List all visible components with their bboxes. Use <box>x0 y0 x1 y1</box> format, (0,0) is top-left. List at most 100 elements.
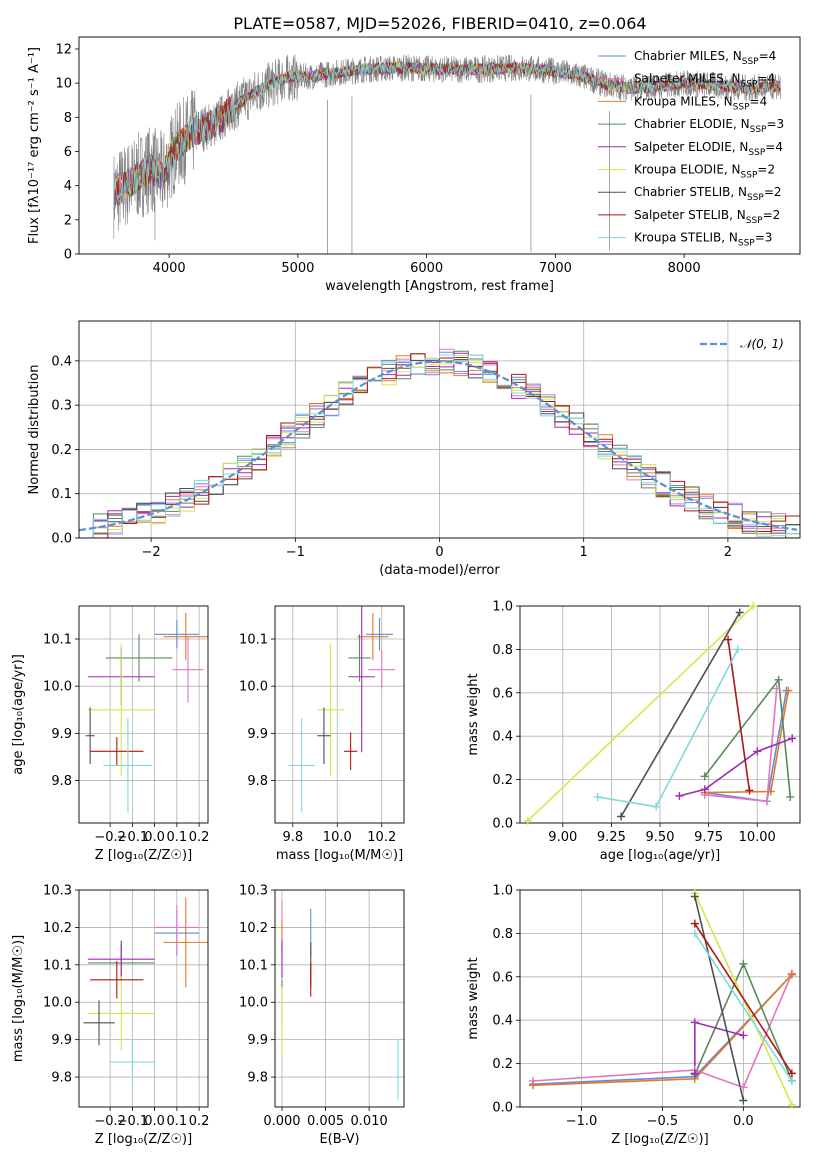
weight-marker <box>787 970 796 979</box>
residual-histogram <box>79 352 800 538</box>
weight-marker <box>675 791 684 800</box>
weight_vs_Z-frame <box>519 889 801 1108</box>
residuals-frame <box>78 320 801 539</box>
weight-line <box>694 1021 744 1074</box>
weight-marker <box>774 675 783 684</box>
weight-marker <box>593 792 602 801</box>
age_vs_mass-frame <box>274 605 405 824</box>
y-tick-label: 0.3 <box>51 399 72 414</box>
x-tick-label: 1 <box>580 545 588 560</box>
gaussian-curve <box>79 360 798 532</box>
x-tick-label: −0.5 <box>647 1114 679 1129</box>
y-tick-label: 10.3 <box>239 884 268 899</box>
legend-label: Salpeter STELIB, NSSP=2 <box>634 208 780 226</box>
weight_vs_age-frame <box>519 605 801 824</box>
y-tick-label: 10 <box>55 77 72 92</box>
weight-marker <box>786 792 795 801</box>
spectrum-frame <box>78 36 801 255</box>
y-tick-label: 10.3 <box>43 884 72 899</box>
x-axis-label: Z [log₁₀(Z/Z☉)] <box>95 1132 192 1147</box>
residuals-plot-area <box>79 321 800 538</box>
legend-label: Kroupa ELODIE, NSSP=2 <box>634 163 775 181</box>
legend-label: Salpeter MILES, NSSP=4 <box>634 72 775 90</box>
weight-marker <box>735 608 744 617</box>
legend-subscript: SSP <box>742 57 759 67</box>
legend-count: =4 <box>757 72 775 86</box>
y-tick-label: 9.8 <box>247 774 268 789</box>
weight-line <box>694 923 793 1074</box>
y-tick-label: 9.9 <box>51 727 72 742</box>
weight-line <box>704 688 778 803</box>
mass_vs_ebv-plot-area <box>275 890 404 1107</box>
legend-label: Chabrier ELODIE, NSSP=3 <box>634 117 784 135</box>
legend-subscript: SSP <box>748 148 765 158</box>
legend-label: Salpeter ELODIE, NSSP=4 <box>634 140 783 158</box>
model-spectrum <box>113 62 781 210</box>
y-axis-label: age [log₁₀(age/yr)] <box>11 654 26 775</box>
figure-title: PLATE=0587, MJD=52026, FIBERID=0410, z=0… <box>233 14 646 33</box>
weight-line <box>597 649 739 808</box>
y-tick-label: 9.9 <box>247 727 268 742</box>
y-axis-label: mass [log₁₀(M/M☉)] <box>11 935 26 1062</box>
legend-subscript: SSP <box>750 125 767 135</box>
weight-marker <box>690 1018 699 1027</box>
x-tick-label: −1 <box>286 545 305 560</box>
y-tick-label: 0.0 <box>492 817 513 832</box>
weight-line <box>727 639 751 791</box>
y-tick-label: 12 <box>55 42 72 57</box>
x-tick-label: 6000 <box>410 261 443 276</box>
legend-count: =2 <box>757 163 775 177</box>
y-tick-label: 0.0 <box>51 532 72 547</box>
y-tick-label: 0.8 <box>492 643 513 658</box>
x-axis-label: E(B-V) <box>319 1132 359 1147</box>
y-tick-label: 0.8 <box>492 927 513 942</box>
y-axis-label: Normed distribution <box>27 365 42 495</box>
x-tick-label: 10.00 <box>739 830 776 845</box>
residual-histogram <box>79 354 800 538</box>
x-tick-label: 10.0 <box>323 830 352 845</box>
y-tick-label: 2 <box>64 213 72 228</box>
weight-marker <box>749 602 758 610</box>
legend-subscript: SSP <box>741 80 758 90</box>
y-tick-label: 8 <box>64 111 72 126</box>
weight-marker <box>745 786 754 795</box>
y-tick-label: 0.4 <box>492 1014 513 1029</box>
y-axis-label: Flux [fλ10⁻¹⁷ erg cm⁻² s⁻¹ A⁻¹] <box>27 47 42 244</box>
legend-count: =4 <box>750 94 768 108</box>
x-tick-label: 5000 <box>281 261 314 276</box>
y-tick-label: 0.4 <box>492 730 513 745</box>
weight-line <box>620 612 741 817</box>
x-tick-label: 0.2 <box>189 1114 210 1129</box>
x-tick-label: 9.00 <box>548 830 577 845</box>
legend-count: =3 <box>766 117 784 131</box>
y-tick-label: 1.0 <box>492 600 513 615</box>
y-tick-label: 6 <box>64 145 72 160</box>
legend-count: =3 <box>755 231 773 245</box>
weight-marker <box>784 686 793 695</box>
weight-marker <box>787 1076 796 1085</box>
y-axis-label: mass weight <box>466 673 481 755</box>
legend-subscript: SSP <box>747 193 764 203</box>
x-axis-label: age [log₁₀(age/yr)] <box>600 848 721 863</box>
x-tick-label: 0.1 <box>167 1114 188 1129</box>
weight-marker <box>762 797 771 806</box>
weight-marker <box>652 802 661 811</box>
x-tick-label: 0.0 <box>144 1114 165 1129</box>
x-tick-label: 10.2 <box>367 830 396 845</box>
mass_vs_ebv-frame <box>274 889 405 1108</box>
weight-marker <box>739 1083 748 1092</box>
x-tick-label: −2 <box>142 545 161 560</box>
x-tick-label: 0.005 <box>307 1114 344 1129</box>
weight_vs_age-plot-area <box>520 606 800 823</box>
weight-marker <box>690 892 699 901</box>
legend-count: =2 <box>764 185 782 199</box>
y-tick-label: 9.8 <box>51 1071 72 1086</box>
x-tick-label: −0.2 <box>94 1114 126 1129</box>
x-tick-label: 0.2 <box>189 830 210 845</box>
x-tick-label: −1.0 <box>566 1114 598 1129</box>
weight-marker <box>739 1031 748 1040</box>
weight-marker <box>617 812 626 821</box>
weight-marker <box>739 959 748 968</box>
gaussian-legend-label: 𝒩(0, 1) <box>740 337 784 351</box>
mass_vs_ebv-axes: 0.000 0.005 0.010 9.8 9.9 10.0 10.1 10.2 10.3 E(B… <box>239 884 405 1147</box>
